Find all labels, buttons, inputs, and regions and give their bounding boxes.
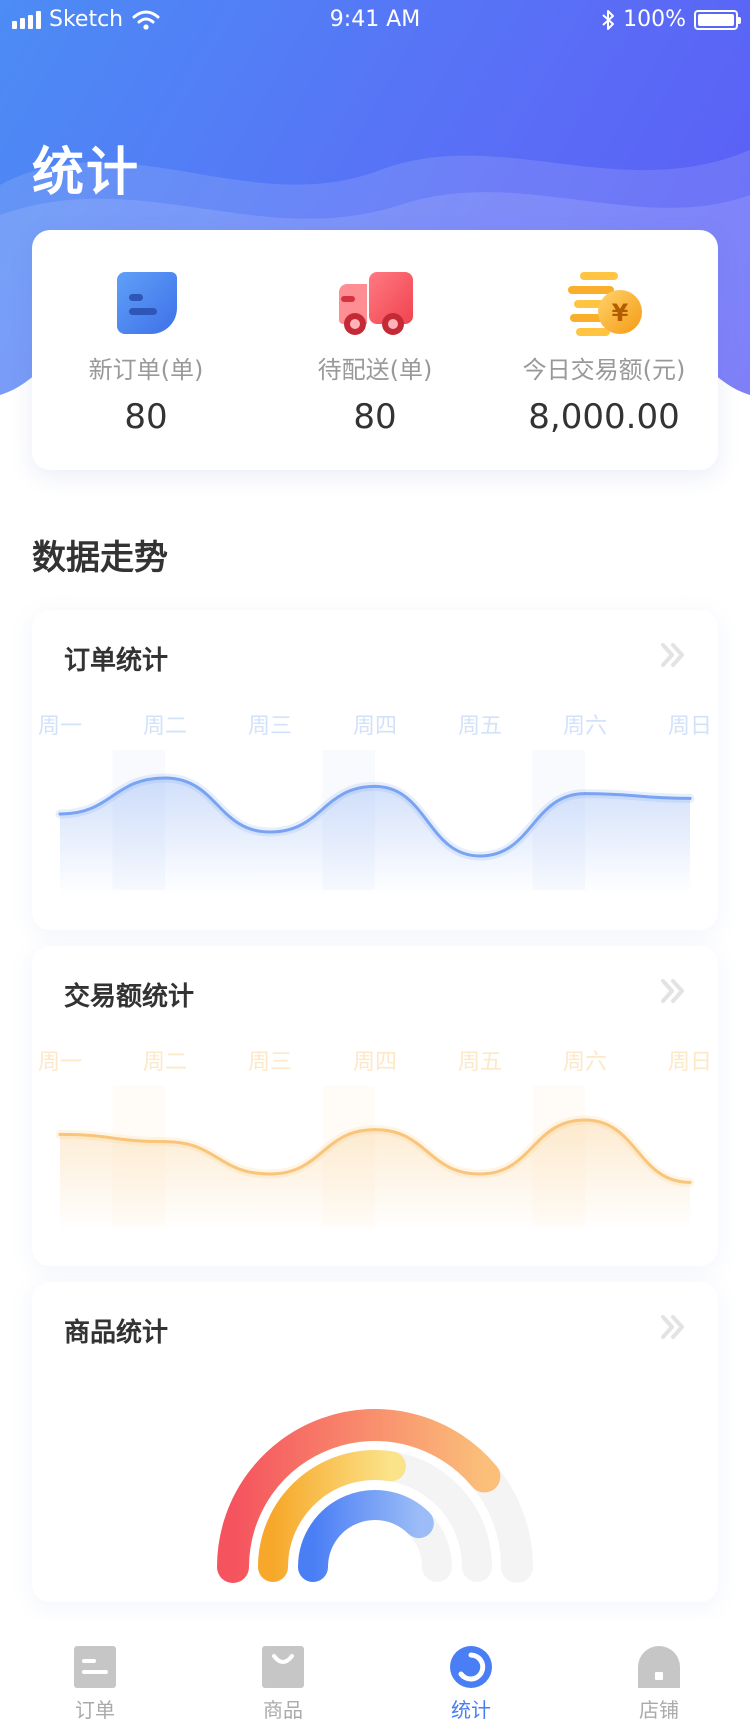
weekday-label: 周一 [37, 1050, 82, 1075]
ring-arc [258, 1450, 406, 1582]
battery-icon [694, 9, 741, 30]
status-right: 100% [601, 7, 741, 32]
stat-value: 8,000.00 [528, 397, 680, 437]
order-doc-icon [111, 268, 181, 338]
order-tab-icon [74, 1646, 116, 1688]
weekday-label: 周四 [352, 1050, 397, 1075]
carrier-name: Sketch [49, 7, 124, 32]
data-point [583, 792, 587, 796]
data-point [688, 796, 692, 800]
data-point [58, 1132, 62, 1136]
weekday-label: 周五 [457, 714, 502, 739]
tab-shop[interactable]: 店铺 [599, 1646, 719, 1723]
section-title: 数据走势 [32, 538, 168, 578]
wifi-icon [132, 10, 160, 30]
svg-text:¥: ¥ [612, 299, 629, 327]
status-left: Sketch [12, 7, 161, 32]
battery-percent: 100% [623, 7, 686, 32]
weekday-label: 周四 [352, 714, 397, 739]
stat-label: 待配送(单) [317, 356, 433, 384]
amount-chart-card[interactable]: 交易额统计 周一 周二 周三 周四 周五 周六 周日 [32, 946, 718, 1266]
data-point [478, 854, 482, 858]
page-title: 统计 [32, 143, 141, 203]
area-fill [60, 778, 690, 895]
weekday-label: 周日 [667, 714, 712, 739]
data-point [688, 1180, 692, 1184]
data-point [268, 830, 272, 834]
data-point [58, 812, 62, 816]
weekday-label: 周二 [142, 1050, 187, 1075]
delivery-truck-icon [333, 268, 417, 338]
data-point [373, 1128, 377, 1132]
stat-label: 新订单(单) [88, 356, 204, 384]
tab-goods[interactable]: 商品 [223, 1646, 343, 1723]
data-point [478, 1172, 482, 1176]
tab-label: 订单 [75, 1698, 115, 1722]
data-point [163, 1140, 167, 1144]
card-title: 订单统计 [64, 646, 169, 676]
status-time: 9:41 AM [329, 7, 421, 32]
weekday-label: 周六 [562, 1050, 607, 1075]
goods-bag-icon [262, 1646, 304, 1688]
stat-label: 今日交易额(元) [522, 356, 686, 384]
tab-label: 店铺 [639, 1698, 679, 1722]
stat-value: 80 [124, 397, 168, 437]
stat-new-orders[interactable]: 新订单(单) 80 [32, 268, 260, 437]
tab-orders[interactable]: 订单 [35, 1646, 155, 1723]
weekday-label: 周六 [562, 714, 607, 739]
signal-icon [12, 10, 41, 29]
tab-bar: 订单 商品 统计 店铺 [0, 1620, 750, 1732]
card-title: 商品统计 [64, 1318, 169, 1348]
weekday-label: 周一 [37, 714, 82, 739]
data-point [268, 1172, 272, 1176]
double-chevron-right-icon[interactable] [658, 976, 688, 1006]
tab-label: 商品 [263, 1698, 303, 1722]
data-point [373, 784, 377, 788]
weekday-labels: 周一 周二 周三 周四 周五 周六 周日 [38, 1044, 712, 1075]
ring-arc [217, 1409, 501, 1583]
double-chevron-right-icon[interactable] [658, 1312, 688, 1342]
weekday-label: 周三 [247, 1050, 292, 1075]
stat-value: 80 [353, 397, 397, 437]
goods-chart-card[interactable]: 商品统计 [32, 1282, 718, 1602]
weekday-label: 周日 [667, 1050, 712, 1075]
weekday-labels: 周一 周二 周三 周四 周五 周六 周日 [38, 708, 712, 739]
weekday-label: 周三 [247, 714, 292, 739]
weekday-label: 周二 [142, 714, 187, 739]
tab-stats[interactable]: 统计 [411, 1646, 531, 1723]
ring-arc [298, 1490, 434, 1582]
double-chevron-right-icon[interactable] [658, 640, 688, 670]
status-bar: Sketch 9:41 AM 100% [0, 0, 750, 40]
goods-ring-chart [217, 1409, 533, 1583]
tab-label: 统计 [451, 1698, 491, 1722]
stat-pending-delivery[interactable]: 待配送(单) 80 [261, 268, 489, 437]
shop-icon [638, 1646, 680, 1688]
order-area-chart [55, 750, 695, 895]
data-point [583, 1118, 587, 1122]
order-chart-card[interactable]: 订单统计 周一 周二 周三 周四 周五 周六 周日 [32, 610, 718, 930]
summary-card: 新订单(单) 80 待配送(单) 80 [32, 230, 718, 470]
stat-today-amount[interactable]: ¥ 今日交易额(元) 8,000.00 [490, 268, 718, 437]
card-title: 交易额统计 [64, 982, 195, 1012]
coins-yen-icon: ¥ [562, 268, 646, 338]
weekday-label: 周五 [457, 1050, 502, 1075]
amount-area-chart [55, 1086, 695, 1231]
bluetooth-icon [602, 9, 615, 30]
stats-ring-icon [450, 1646, 492, 1688]
data-point [163, 776, 167, 780]
